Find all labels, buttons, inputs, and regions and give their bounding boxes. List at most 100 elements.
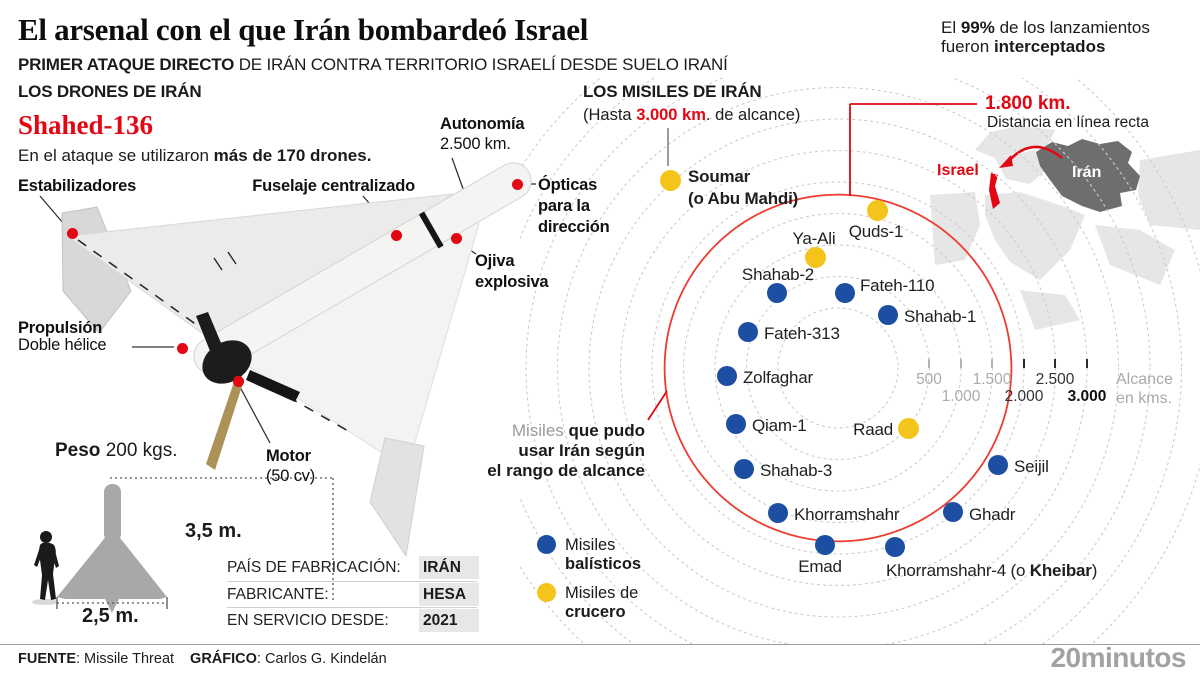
label-line: Ghadr — [969, 504, 1015, 526]
text-segment: Qiam-1 — [752, 416, 807, 435]
encircled-missiles-note: Misiles que pudo usar Irán según el rang… — [487, 421, 645, 481]
text-segment: fueron — [941, 37, 994, 56]
missile-dot-shahab-1 — [878, 305, 898, 325]
missile-label-ya-ali: Ya-Ali — [793, 228, 836, 250]
drone-specs-table: PAÍS DE FABRICACIÓN: IRÁN FABRICANTE: HESA E… — [227, 555, 479, 634]
text-segment: más de 170 drones. — [213, 146, 372, 165]
missile-label-shahab-1: Shahab-1 — [904, 306, 976, 328]
callout-leader-motor — [239, 386, 271, 444]
missile-dot-qiam-1 — [726, 414, 746, 434]
text-segment: balísticos — [565, 554, 642, 573]
encircled-note-line1: Misiles que pudo — [487, 421, 645, 441]
text-segment: 200 kgs. — [100, 440, 178, 461]
callout-label-opticas: Ópticas para la dirección — [538, 175, 610, 238]
shahed-136-illustration — [61, 162, 532, 558]
label-line: para la — [538, 196, 610, 217]
label-line: Autonomía — [440, 114, 525, 134]
label-line: Seijil — [1014, 456, 1049, 478]
text-segment: Motor — [266, 447, 311, 465]
spec-value: 2021 — [419, 609, 479, 632]
iran-map-label: Irán — [1072, 164, 1102, 181]
distance-value: 1.800 km. — [985, 93, 1071, 114]
missile-dot-seijil — [988, 455, 1008, 475]
encircled-note-line3: el rango de alcance — [487, 461, 645, 481]
missiles-range-note: (Hasta 3.000 km. de alcance) — [583, 106, 800, 125]
drones-section-title: LOS DRONES DE IRÁN — [18, 82, 202, 101]
drone-usage-note: En el ataque se utilizaron más de 170 dr… — [18, 146, 371, 166]
text-segment: Propulsión — [18, 319, 103, 337]
brand-logo: 20minutos — [1050, 642, 1186, 673]
text-segment: (Hasta — [583, 106, 637, 124]
callout-dot-motor — [232, 375, 244, 387]
text-segment: Misiles — [565, 536, 616, 554]
israel-shape — [989, 173, 1000, 209]
drone-height-label: 3,5 m. — [185, 520, 242, 542]
text-segment: Ópticas — [538, 176, 598, 194]
range-ring-4500 — [520, 78, 1182, 644]
text-segment: Raad — [853, 420, 893, 439]
missile-label-emad: Emad — [798, 556, 842, 578]
text-segment: Autonomía — [440, 115, 525, 133]
text-segment: : Carlos G. Kindelán — [256, 651, 387, 667]
spec-row: PAÍS DE FABRICACIÓN: IRÁN — [227, 555, 479, 581]
text-segment: Khorramshahr — [794, 505, 900, 524]
text-segment: dirección — [538, 218, 610, 236]
text-segment: el rango de alcance — [487, 461, 645, 480]
missile-dot-ghadr — [943, 502, 963, 522]
tick-label-2.500: 2.500 — [1035, 371, 1075, 388]
label-line: dirección — [538, 217, 610, 238]
label-line: (o Abu Mahdi) — [688, 188, 798, 210]
label-line: Shahab-3 — [760, 460, 832, 482]
callout-dot-estabilizadores — [66, 227, 78, 239]
text-segment: GRÁFICO — [190, 651, 257, 667]
legend-label-crucero: Misiles de crucero — [565, 584, 638, 621]
missile-label-soumar-o-abu-mahdi-: Soumar (o Abu Mahdi) — [688, 166, 798, 210]
text-segment: Seijil — [1014, 457, 1049, 476]
label-line: Shahab-2 — [742, 264, 814, 286]
spec-label: PAÍS DE FABRICACIÓN: — [227, 559, 401, 576]
text-segment: Soumar — [688, 167, 751, 186]
missile-dot-quds-1 — [866, 199, 888, 221]
missile-dot-shahab-2 — [767, 283, 787, 303]
label-line: Zolfaghar — [743, 367, 813, 389]
text-segment: Zolfaghar — [743, 368, 814, 387]
spec-value: IRÁN — [419, 556, 479, 579]
text-segment: Ghadr — [969, 505, 1016, 524]
highlight-ring-1800km — [663, 193, 1013, 543]
label-line: Quds-1 — [849, 221, 904, 243]
legend-line: Misiles — [565, 536, 641, 555]
text-segment: (o Abu Mahdi) — [688, 189, 799, 208]
missile-label-shahab-2: Shahab-2 — [742, 264, 814, 286]
text-segment: 2.500 km. — [440, 135, 511, 153]
tick-label-3.000: 3.000 — [1067, 388, 1107, 405]
text-segment: : Missile Threat — [76, 651, 175, 667]
missile-dot-ya-ali — [804, 246, 826, 268]
callout-label-estabilizadores: Estabilizadores — [18, 176, 136, 196]
scale-figure — [32, 477, 334, 613]
missile-label-raad: Raad — [853, 419, 893, 441]
callout-dot-opticas — [511, 178, 523, 190]
label-line: Propulsión — [18, 320, 106, 337]
text-segment: En el ataque se utilizaron — [18, 146, 214, 165]
text-segment: explosiva — [475, 273, 549, 291]
label-line: explosiva — [475, 272, 549, 293]
label-line: Khorramshahr — [794, 504, 900, 526]
iran-israel-arrow — [1007, 145, 1063, 163]
legend-label-balistico: Misiles balísticos — [565, 536, 641, 573]
missile-dot-khorramshahr-4-o-kheibar- — [885, 537, 905, 557]
missile-label-ghadr: Ghadr — [969, 504, 1015, 526]
tick-label-1.000: 1.000 — [941, 388, 981, 405]
spec-label: FABRICANTE: — [227, 585, 329, 603]
label-line: Qiam-1 — [752, 415, 807, 437]
text-segment: Fuselaje centralizado — [252, 177, 415, 195]
text-segment: 99% — [960, 18, 995, 37]
text-segment: para la — [538, 197, 590, 215]
callout-dot-ojiva-explosiva — [450, 232, 462, 244]
israel-map-label: Israel — [937, 162, 979, 179]
missile-dot-khorramshahr — [768, 503, 788, 523]
text-segment: crucero — [565, 602, 626, 621]
legend-line: crucero — [565, 603, 638, 622]
callout-dot-propulsion — [176, 342, 188, 354]
